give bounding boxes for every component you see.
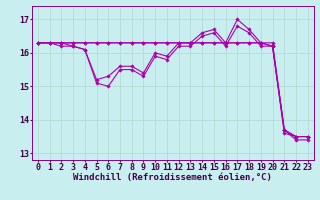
X-axis label: Windchill (Refroidissement éolien,°C): Windchill (Refroidissement éolien,°C): [73, 173, 272, 182]
